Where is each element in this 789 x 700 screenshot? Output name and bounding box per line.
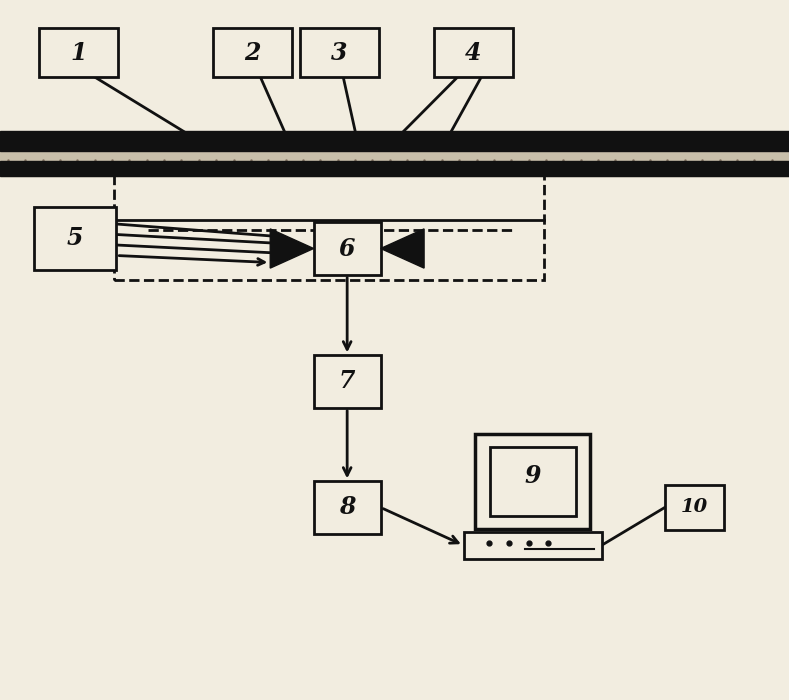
Bar [213, 28, 292, 77]
Bar [313, 482, 380, 533]
Bar [664, 484, 724, 531]
Bar [39, 28, 118, 77]
Bar [489, 447, 576, 516]
Polygon shape [270, 229, 313, 268]
Text: 5: 5 [67, 226, 83, 250]
Text: 1: 1 [71, 41, 87, 64]
Bar [300, 28, 379, 77]
Bar [313, 223, 380, 274]
Text: 9: 9 [525, 464, 540, 488]
Bar [434, 28, 513, 77]
Bar [34, 206, 117, 270]
Text: 8: 8 [339, 496, 355, 519]
Bar [0, 131, 789, 150]
Text: 2: 2 [245, 41, 260, 64]
Text: 7: 7 [339, 370, 355, 393]
Bar [313, 356, 380, 407]
Bar [114, 164, 544, 280]
Polygon shape [380, 229, 424, 268]
Text: 6: 6 [339, 237, 355, 260]
Bar [0, 161, 789, 176]
Text: 4: 4 [466, 41, 481, 64]
Bar [475, 434, 589, 528]
Bar [0, 150, 789, 176]
Text: 3: 3 [331, 41, 347, 64]
Text: 10: 10 [681, 498, 708, 517]
Bar [464, 532, 601, 559]
